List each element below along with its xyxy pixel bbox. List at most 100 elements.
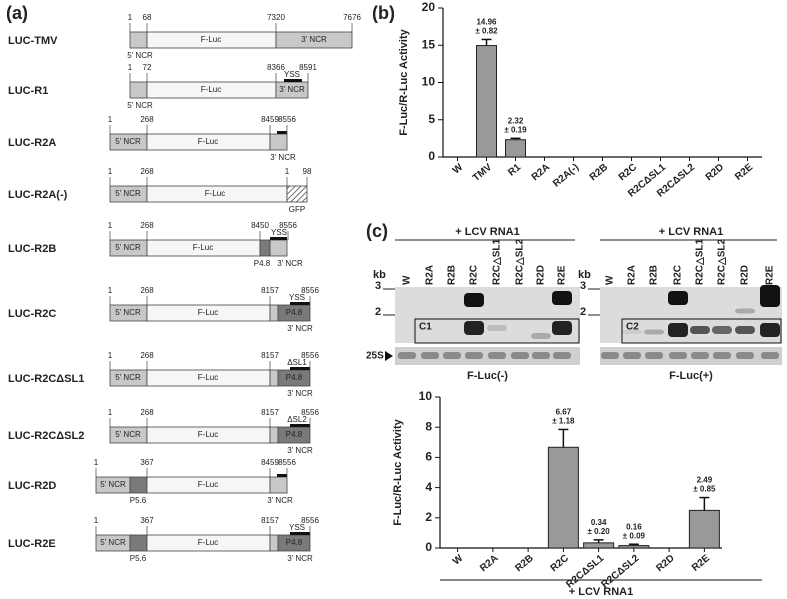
lane-label: W (605, 275, 616, 285)
size-mark: 2 (375, 306, 381, 318)
region-label: F-Luc (193, 243, 213, 252)
error-label: ± 0.20 (588, 527, 611, 536)
bar (547, 446, 579, 549)
yss-bar (277, 131, 287, 134)
position-label: 1 (108, 286, 113, 295)
lane-label: R2C (469, 265, 480, 285)
region-label: YSS (271, 228, 287, 237)
construct-name: LUC-R2A (8, 137, 56, 149)
position-label: 268 (140, 115, 154, 124)
panel-label: (c) (366, 221, 388, 241)
construct-region (286, 185, 308, 203)
region-label: 5' NCR (115, 189, 141, 198)
lane-label: R2C△SL1 (695, 239, 706, 285)
region-label: F-Luc (198, 538, 218, 547)
gel-title: + LCV RNA1 (659, 226, 724, 238)
position-label: 8556 (278, 458, 296, 467)
region-label: 3' NCR (279, 85, 305, 94)
gel-caption: F-Luc(-) (467, 370, 508, 382)
yss-bar (290, 532, 310, 535)
y-tick-label: 10 (419, 389, 433, 403)
region-label: F-Luc (201, 85, 221, 94)
kb-label: kb (373, 269, 386, 281)
yss-bar (290, 302, 310, 305)
x-tick-label: R2D (654, 553, 676, 574)
x-tick-label: R2D (704, 162, 726, 183)
construct-name: LUC-R2C (8, 308, 56, 320)
gel-band (760, 323, 780, 337)
position-label: 268 (140, 408, 154, 417)
loading-band (713, 352, 731, 359)
position-label: 1 (128, 63, 133, 72)
loading-arrow (385, 351, 393, 361)
position-label: 7320 (267, 13, 285, 22)
loading-band (553, 352, 571, 359)
x-tick-label: R2C (617, 162, 639, 183)
lane-label: R2D (536, 265, 547, 285)
region-label: 5' NCR (127, 101, 153, 110)
value-label: 0.34 (591, 518, 607, 527)
region-label: 3' NCR (267, 496, 293, 505)
loading-band (511, 352, 529, 359)
x-tick-label: R2E (733, 162, 755, 183)
loading-band (465, 352, 483, 359)
region-label: 5' NCR (100, 480, 126, 489)
region-label: YSS (289, 523, 305, 532)
position-label: 8157 (261, 351, 279, 360)
position-label: 8366 (267, 63, 285, 72)
loading-image (395, 347, 580, 365)
construct-name: LUC-R2A(-) (8, 189, 68, 201)
region-label: P4.8 (286, 308, 303, 317)
region-label: 3' NCR (287, 389, 313, 398)
region-label: F-Luc (198, 373, 218, 382)
size-mark: 2 (580, 306, 586, 318)
yss-bar (270, 237, 287, 240)
x-tick-label: R2C (549, 553, 571, 574)
gel-band (487, 325, 507, 331)
gel-band (690, 326, 710, 334)
lane-label: R2E (765, 265, 776, 285)
loading-band (532, 352, 550, 359)
position-label: 1 (108, 115, 113, 124)
gel-band (668, 291, 688, 305)
size-mark: 3 (580, 280, 586, 292)
region-label: 3' NCR (270, 153, 296, 162)
loading-band (398, 352, 416, 359)
y-tick-label: 10 (422, 75, 436, 89)
y-tick-label: 0 (428, 149, 435, 163)
position-label: 268 (140, 221, 154, 230)
region-label: F-Luc (198, 480, 218, 489)
construct-name: LUC-R2E (8, 538, 56, 550)
position-label: 1 (108, 167, 113, 176)
loading-band (645, 352, 663, 359)
construct-name: LUC-R2B (8, 243, 56, 255)
region-label: 5' NCR (115, 137, 141, 146)
region-label: GFP (289, 205, 305, 214)
region-label: YSS (289, 293, 305, 302)
yss-bar (290, 367, 310, 370)
position-label: 8157 (261, 516, 279, 525)
value-label: 2.49 (697, 476, 713, 485)
loading-label: 25S (366, 351, 384, 362)
region-label: 3' NCR (287, 554, 313, 563)
position-label: 8591 (299, 63, 317, 72)
x-axis-title: + LCV RNA1 (569, 586, 634, 598)
region-label: 3' NCR (287, 446, 313, 455)
x-tick-label: R2CΔSL1 (564, 553, 606, 591)
y-tick-label: 8 (425, 419, 432, 433)
loading-band (623, 352, 641, 359)
yss-bar (284, 79, 302, 82)
position-label: 8450 (251, 221, 269, 230)
panel-label: (a) (6, 3, 28, 23)
position-label: 8556 (278, 115, 296, 124)
construct-region (129, 81, 148, 99)
region-label: YSS (284, 70, 300, 79)
loading-band (669, 352, 687, 359)
construct-name: LUC-R2D (8, 480, 56, 492)
lane-label: R2B (447, 265, 458, 285)
position-label: 8157 (261, 408, 279, 417)
region-label: 3' NCR (301, 35, 327, 44)
gel-caption: F-Luc(+) (669, 370, 713, 382)
x-tick-label: TMV (471, 162, 494, 184)
